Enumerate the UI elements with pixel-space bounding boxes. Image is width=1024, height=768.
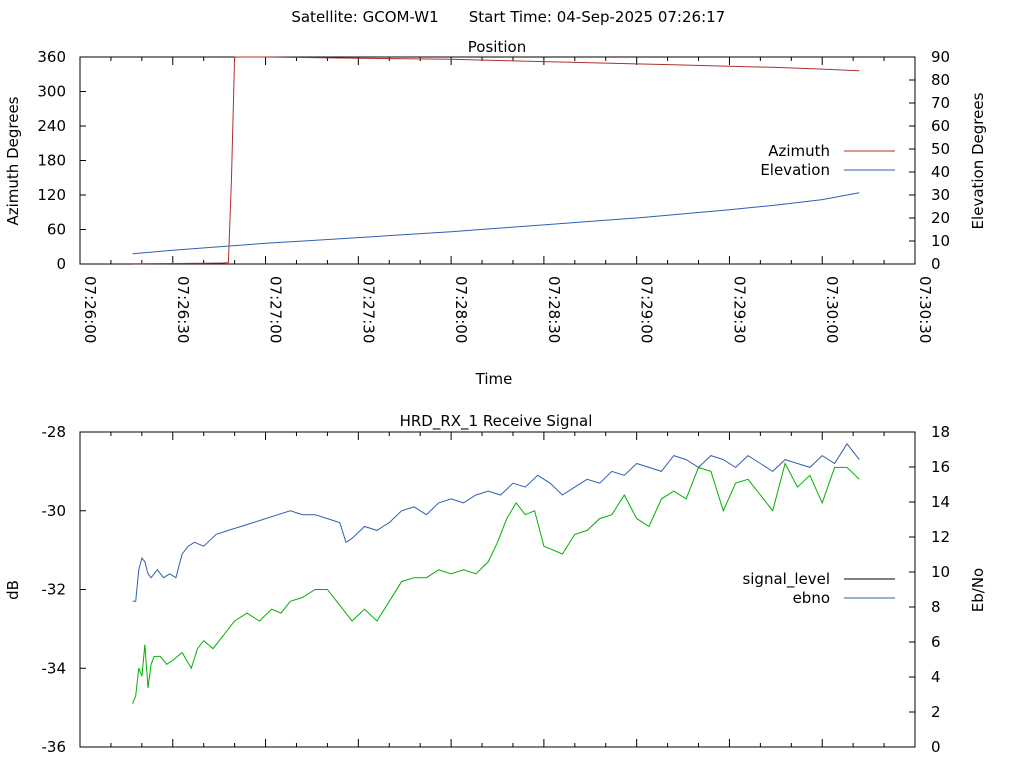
y2-tick-label-0-9: 90: [931, 48, 950, 66]
series-line-signal_level: [132, 462, 860, 704]
x-tick-label-5: 07:28:30: [545, 276, 563, 343]
y-tick-label-0-1: 60: [47, 221, 66, 239]
legend-label-Elevation: Elevation: [760, 161, 830, 179]
y2-tick-label-1-1: 2: [931, 703, 941, 721]
position-chart-title: Position: [468, 38, 526, 56]
y2-tick-label-0-1: 10: [931, 232, 950, 250]
x-tick-label-3: 07:27:30: [359, 276, 377, 343]
satellite-label: Satellite: GCOM-W1: [291, 8, 438, 26]
y-tick-label-0-3: 180: [37, 152, 66, 170]
y-tick-label-0-4: 240: [37, 117, 66, 135]
x-tick-label-1: 07:26:30: [174, 276, 192, 343]
x-tick-label-4: 07:28:00: [452, 276, 470, 343]
x-tick-label-0: 07:26:00: [81, 276, 99, 343]
elevation-y2-axis-label: Elevation Degrees: [969, 92, 987, 229]
db-y-axis-label: dB: [4, 580, 22, 600]
y2-tick-label-0-3: 30: [931, 186, 950, 204]
position-x-axis-label: Time: [475, 370, 513, 388]
x-tick-label-8: 07:30:00: [823, 276, 841, 343]
legend-label-ebno: ebno: [793, 589, 830, 607]
y2-tick-label-0-8: 80: [931, 71, 950, 89]
y2-tick-label-1-8: 16: [931, 458, 950, 476]
series-line-Azimuth: [132, 56, 860, 265]
y-tick-label-1-1: -34: [42, 659, 67, 677]
y2-tick-label-0-4: 40: [931, 163, 950, 181]
chart-marks: 060120180240300360010203040506070809007:…: [37, 48, 950, 756]
y2-tick-label-1-3: 6: [931, 633, 941, 651]
legend-label-signal_level: signal_level: [742, 570, 830, 589]
legend-label-Azimuth: Azimuth: [768, 142, 830, 160]
y-tick-label-1-2: -32: [42, 581, 67, 599]
y2-tick-label-0-5: 50: [931, 140, 950, 158]
y2-tick-label-0-2: 20: [931, 209, 950, 227]
x-tick-label-2: 07:27:00: [267, 276, 285, 343]
y2-tick-label-1-5: 10: [931, 563, 950, 581]
x-tick-label-9: 07:30:30: [916, 276, 934, 343]
y2-tick-label-1-2: 4: [931, 668, 941, 686]
y2-tick-label-1-0: 0: [931, 738, 941, 756]
plot-frame-1: [79, 431, 916, 748]
series-line-ebno: [132, 442, 860, 602]
y-tick-label-0-2: 120: [37, 186, 66, 204]
y-tick-label-1-4: -28: [42, 423, 67, 441]
ebno-y2-axis-label: Eb/No: [969, 568, 987, 612]
y2-tick-label-0-7: 70: [931, 94, 950, 112]
y2-tick-label-0-0: 0: [931, 255, 941, 273]
y2-tick-label-1-9: 18: [931, 423, 950, 441]
y2-tick-label-0-6: 60: [931, 117, 950, 135]
y-tick-label-0-0: 0: [56, 255, 66, 273]
y-tick-label-0-6: 360: [37, 48, 66, 66]
y2-tick-label-1-6: 12: [931, 528, 950, 546]
x-tick-label-7: 07:29:30: [730, 276, 748, 343]
y2-tick-label-1-4: 8: [931, 598, 941, 616]
azimuth-y-axis-label: Azimuth Degrees: [4, 96, 22, 225]
series-line-Elevation: [132, 192, 860, 255]
y-tick-label-1-3: -30: [42, 502, 67, 520]
start-time-label: Start Time: 04-Sep-2025 07:26:17: [469, 8, 725, 26]
y-tick-label-1-0: -36: [42, 738, 67, 756]
y2-tick-label-1-7: 14: [931, 493, 950, 511]
signal-chart-title: HRD_RX_1 Receive Signal: [400, 412, 593, 431]
y-tick-label-0-5: 300: [37, 83, 66, 101]
x-tick-label-6: 07:29:00: [638, 276, 656, 343]
